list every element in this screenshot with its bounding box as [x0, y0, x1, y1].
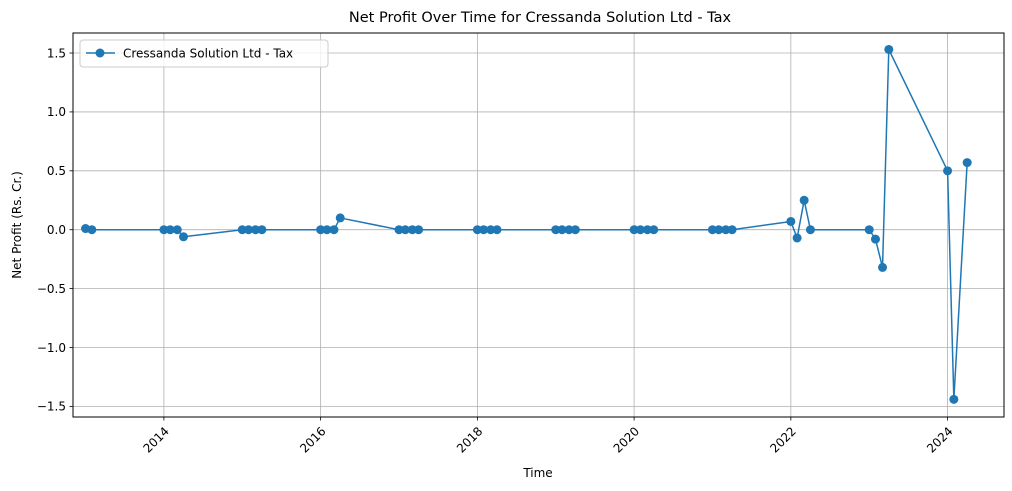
legend-box	[79, 39, 329, 68]
data-point	[635, 225, 645, 235]
data-point	[178, 232, 188, 242]
legend-label: Cressanda Solution Ltd - Tax	[123, 47, 293, 61]
data-point	[870, 234, 880, 244]
y-tick-label: 1.0	[47, 105, 66, 119]
y-tick-label: −0.5	[37, 282, 66, 296]
data-point	[786, 216, 796, 226]
data-point	[557, 225, 567, 235]
data-point	[642, 225, 652, 235]
data-point	[714, 225, 724, 235]
legend-marker-swatch	[95, 48, 105, 58]
y-tick-label: 0.5	[47, 164, 66, 178]
y-tick-label: 0.0	[47, 223, 66, 237]
data-point	[486, 225, 496, 235]
data-point	[244, 225, 254, 235]
x-axis-label: Time	[522, 466, 552, 480]
data-point	[564, 225, 574, 235]
data-point	[799, 195, 809, 205]
data-point	[257, 225, 267, 235]
data-point	[949, 394, 959, 404]
data-point	[316, 225, 326, 235]
data-point	[805, 225, 815, 235]
data-point	[335, 213, 345, 223]
data-point	[394, 225, 404, 235]
series-layer	[81, 44, 972, 404]
data-point	[884, 44, 894, 54]
data-point	[492, 225, 502, 235]
legend: Cressanda Solution Ltd - Tax	[79, 39, 329, 68]
data-point	[792, 233, 802, 243]
data-point	[727, 225, 737, 235]
data-point	[472, 225, 482, 235]
y-tick-label: −1.5	[37, 400, 66, 414]
y-tick-label: −1.0	[37, 341, 66, 355]
data-point	[329, 225, 339, 235]
data-point	[649, 225, 659, 235]
data-point	[159, 225, 169, 235]
data-point	[864, 225, 874, 235]
data-point	[172, 225, 182, 235]
data-point	[414, 225, 424, 235]
data-point	[878, 262, 888, 272]
data-point	[87, 225, 97, 235]
data-point	[237, 225, 247, 235]
data-point	[407, 225, 417, 235]
data-point	[721, 225, 731, 235]
data-point	[400, 225, 410, 235]
y-tick-label: 1.5	[47, 46, 66, 60]
data-point	[479, 225, 489, 235]
data-point	[629, 225, 639, 235]
y-axis: −1.5 −1.0 −0.5 0.0 0.5 1.0 1.5	[37, 46, 73, 414]
y-axis-label: Net Profit (Rs. Cr.)	[10, 171, 24, 279]
plot-frame	[72, 32, 1005, 418]
data-point	[570, 225, 580, 235]
chart-title: Net Profit Over Time for Cressanda Solut…	[349, 10, 732, 26]
data-point	[962, 158, 972, 168]
data-point	[251, 225, 261, 235]
data-point	[165, 225, 175, 235]
data-point	[707, 225, 717, 235]
data-point	[322, 225, 332, 235]
data-point	[551, 225, 561, 235]
data-point	[943, 166, 953, 176]
